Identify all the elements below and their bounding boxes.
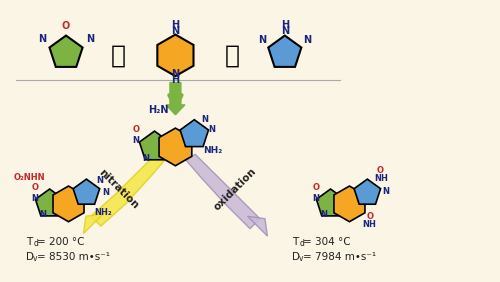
FancyArrow shape [166, 83, 185, 115]
Text: T: T [26, 237, 32, 247]
Text: N: N [312, 194, 319, 203]
Polygon shape [354, 179, 380, 204]
Polygon shape [140, 131, 170, 160]
Text: oxidation: oxidation [212, 166, 258, 212]
Text: N: N [102, 188, 110, 197]
Text: N: N [172, 26, 179, 36]
Polygon shape [159, 128, 192, 166]
Polygon shape [53, 186, 84, 222]
Polygon shape [36, 189, 64, 216]
Polygon shape [180, 120, 208, 147]
Text: NH: NH [362, 220, 376, 229]
Text: N: N [96, 176, 103, 185]
Polygon shape [84, 214, 103, 233]
Text: N: N [31, 194, 38, 203]
Text: N: N [172, 69, 179, 79]
Text: N: N [382, 187, 389, 196]
Text: v: v [33, 254, 38, 263]
Text: D: D [292, 252, 300, 262]
Polygon shape [334, 186, 365, 222]
Text: N: N [132, 136, 139, 145]
Text: O: O [132, 125, 139, 134]
Text: 🤝: 🤝 [225, 43, 240, 67]
Text: NH: NH [374, 174, 388, 183]
Polygon shape [186, 154, 260, 229]
Text: N: N [258, 35, 266, 45]
Text: N: N [86, 34, 94, 44]
Text: N: N [38, 34, 46, 44]
Polygon shape [158, 35, 194, 76]
Text: NH₂: NH₂ [203, 146, 222, 155]
Polygon shape [50, 36, 82, 67]
Polygon shape [316, 189, 344, 216]
Polygon shape [91, 154, 166, 226]
Text: N: N [142, 154, 149, 163]
Text: = 7984 m•s⁻¹: = 7984 m•s⁻¹ [303, 252, 376, 262]
Text: H: H [172, 20, 179, 30]
Text: N: N [208, 125, 215, 134]
Text: = 200 °C: = 200 °C [37, 237, 84, 247]
Text: O: O [377, 166, 384, 175]
Text: N: N [320, 210, 328, 219]
Text: 🤝: 🤝 [110, 43, 126, 67]
Text: H: H [172, 74, 179, 85]
Text: O: O [31, 183, 38, 192]
Text: = 8530 m•s⁻¹: = 8530 m•s⁻¹ [37, 252, 110, 262]
Text: O: O [62, 21, 70, 31]
Text: T: T [292, 237, 298, 247]
Text: NH₂: NH₂ [94, 208, 112, 217]
Text: nitration: nitration [96, 167, 140, 211]
Text: O₂NHN: O₂NHN [14, 173, 46, 182]
Text: N: N [280, 26, 289, 36]
Text: v: v [299, 254, 304, 263]
Text: d: d [33, 239, 38, 248]
Text: = 304 °C: = 304 °C [303, 237, 351, 247]
Text: N: N [201, 115, 208, 124]
Text: N: N [303, 35, 311, 45]
Polygon shape [268, 36, 302, 67]
Polygon shape [248, 216, 268, 236]
Text: D: D [26, 252, 34, 262]
Text: d: d [299, 239, 304, 248]
Text: H₂N: H₂N [148, 105, 169, 115]
Text: O: O [367, 212, 374, 221]
Polygon shape [73, 179, 100, 204]
Text: O: O [312, 183, 319, 192]
Text: N: N [40, 210, 46, 219]
Text: H: H [280, 20, 289, 30]
